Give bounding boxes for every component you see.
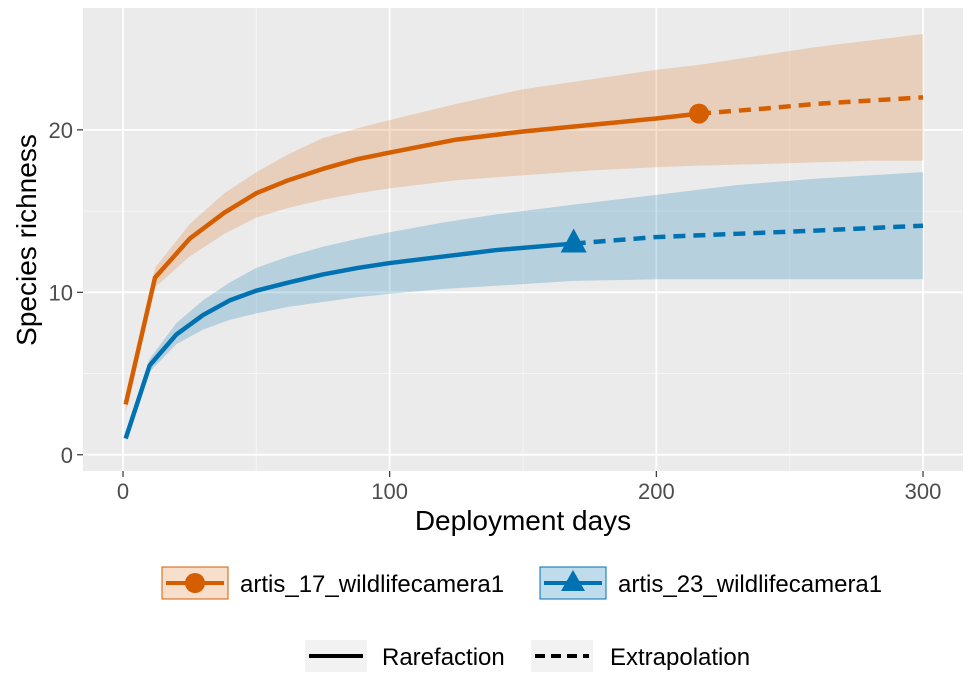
legend-key-1-marker [185, 573, 205, 593]
x-tick-label: 200 [638, 479, 675, 504]
legend-label-extrapolation: Extrapolation [610, 644, 750, 671]
legend-series: artis_17_wildlifecamera1 artis_23_wildli… [161, 566, 882, 600]
ribbon-series-2 [125, 172, 923, 441]
legend-key-2-marker [561, 570, 585, 591]
y-axis-label: Species richness [11, 134, 42, 346]
legend-label-series-1: artis_17_wildlifecamera1 [240, 571, 504, 598]
rarefaction-line-series-2 [123, 241, 574, 440]
observed-point-series-2 [560, 228, 587, 253]
x-tick-label: 100 [371, 479, 408, 504]
confidence-ribbons [125, 33, 923, 441]
legend-linetypes: Rarefaction Extrapolation [305, 640, 750, 672]
x-tick-label: 300 [905, 479, 942, 504]
grid [83, 8, 963, 471]
series-lines [123, 95, 924, 440]
y-axis-ticks: 0 10 20 [49, 118, 83, 468]
x-tick-label: 0 [117, 479, 129, 504]
legend-label-series-2: artis_23_wildlifecamera1 [618, 571, 882, 598]
rarefaction-line-series-1 [123, 111, 700, 405]
y-tick-label: 10 [49, 280, 73, 305]
observed-markers [560, 103, 709, 253]
extrapolation-line-series-1 [698, 95, 924, 116]
legend-item-series-2: artis_23_wildlifecamera1 [539, 566, 882, 600]
legend-item-extrapolation: Extrapolation [531, 640, 750, 672]
ribbon-series-1 [125, 33, 923, 413]
y-tick-label: 0 [61, 443, 73, 468]
extrapolation-line-series-2 [573, 223, 924, 246]
x-axis-ticks: 0 100 200 300 [117, 471, 941, 504]
legend-item-rarefaction: Rarefaction [305, 640, 505, 672]
legend-item-series-1: artis_17_wildlifecamera1 [161, 566, 504, 600]
legend-label-rarefaction: Rarefaction [382, 644, 505, 671]
y-tick-label: 20 [49, 118, 73, 143]
x-axis-label: Deployment days [415, 505, 631, 536]
observed-point-series-1 [689, 103, 709, 124]
